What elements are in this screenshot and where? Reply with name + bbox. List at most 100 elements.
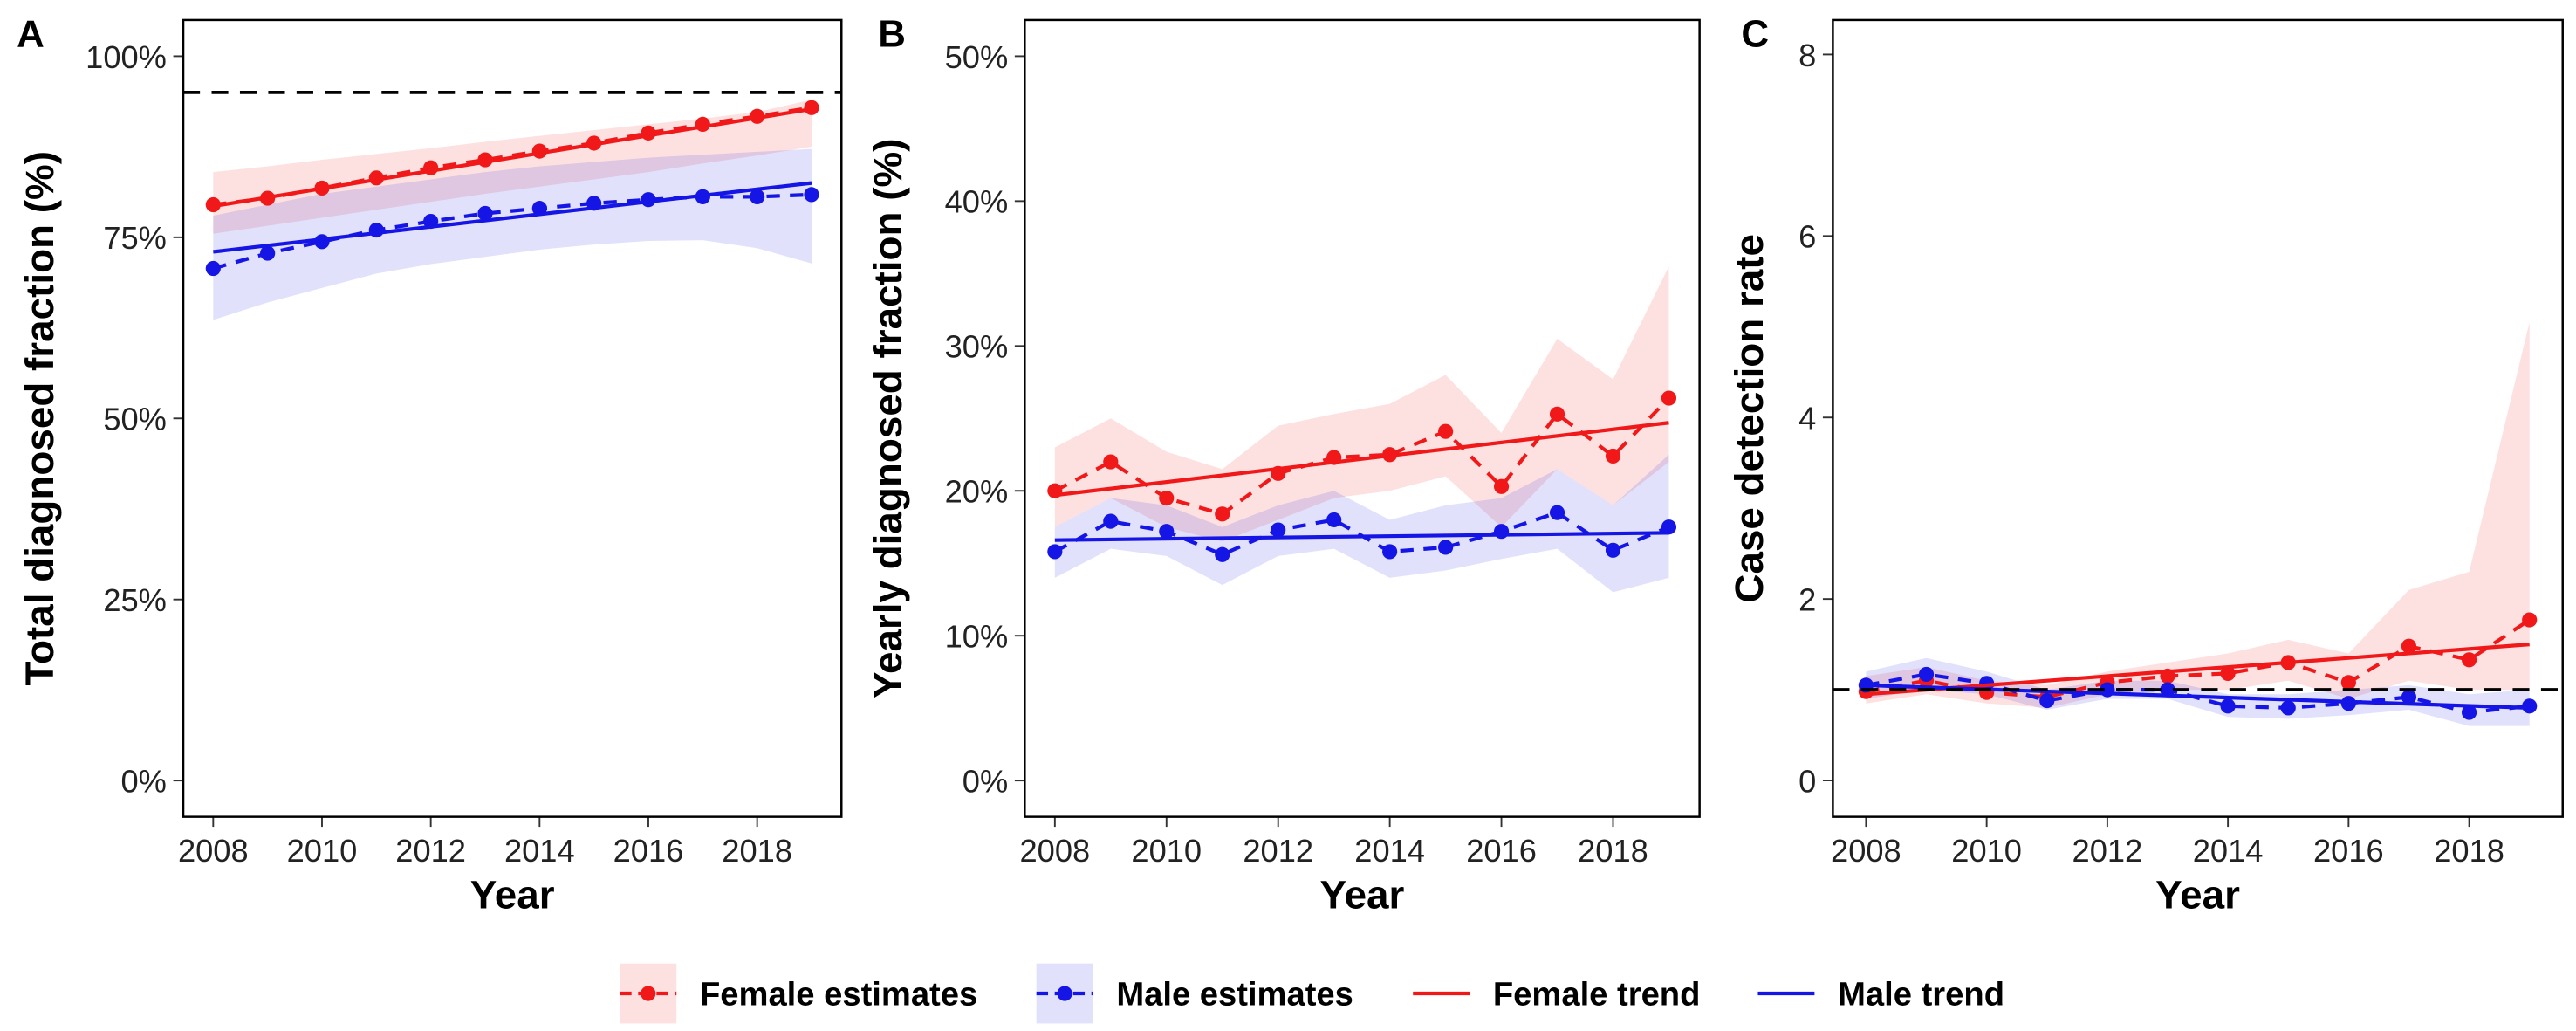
x-tick-label: 2010 <box>287 833 358 869</box>
x-axis-title: Year <box>2155 873 2240 918</box>
point <box>1326 512 1342 528</box>
point <box>2401 689 2417 705</box>
point <box>2039 692 2055 709</box>
point <box>2461 652 2477 668</box>
panel-label: B <box>878 12 906 55</box>
y-tick-label: 8 <box>1798 38 1816 73</box>
ribbon <box>1054 454 1669 593</box>
panel: A Total diagnosed fraction (%) Year 0% 25% 50… <box>17 12 843 918</box>
point <box>1549 406 1565 422</box>
plot-border <box>182 18 843 818</box>
x-axis-title: Year <box>1320 873 1405 918</box>
point <box>1047 544 1063 560</box>
x-tick-label: 2016 <box>1466 833 1537 869</box>
point <box>2280 700 2296 716</box>
point <box>1549 505 1565 520</box>
x-tick-label: 2012 <box>2072 833 2143 869</box>
y-tick-label: 2 <box>1798 582 1816 618</box>
point <box>260 245 276 261</box>
x-tick-label: 2014 <box>1354 833 1425 869</box>
point <box>2340 675 2356 691</box>
ribbon <box>1866 657 2530 726</box>
x-tick-label: 2008 <box>1831 833 1901 869</box>
y-axis-title: Yearly diagnosed fraction (%) <box>866 139 910 699</box>
legend-label: Female estimates <box>700 975 977 1013</box>
ribbon <box>1866 322 2530 708</box>
y-tick-label: 50% <box>945 39 1009 75</box>
point <box>477 205 493 222</box>
legend-label: Male estimates <box>1116 975 1353 1013</box>
point <box>1215 506 1230 522</box>
y-tick-label: 40% <box>945 184 1009 220</box>
point <box>2522 612 2538 628</box>
point <box>1438 540 1454 555</box>
y-tick-label: 0 <box>1798 763 1816 799</box>
y-tick-label: 20% <box>945 474 1009 510</box>
legend-key-point <box>1057 986 1072 1001</box>
panel: B Yearly diagnosed fraction (%) Year 0% 10% 2… <box>866 12 1701 918</box>
legend-label: Male trend <box>1838 975 2004 1013</box>
trend-line <box>212 107 812 209</box>
plot-border <box>1832 18 2564 818</box>
point <box>1103 513 1119 529</box>
panel-label: A <box>17 12 45 55</box>
x-tick-label: 2008 <box>1020 833 1091 869</box>
y-tick-label: 0% <box>963 764 1008 800</box>
point <box>1271 522 1286 538</box>
ribbon <box>213 148 812 320</box>
x-tick-label: 2012 <box>395 833 466 869</box>
estimate-line <box>212 192 812 271</box>
point <box>1215 546 1230 562</box>
point <box>205 260 221 277</box>
estimate-line <box>1866 618 2531 699</box>
point <box>1661 519 1677 535</box>
trend-line <box>213 181 812 254</box>
point <box>804 187 819 203</box>
x-tick-label: 2014 <box>504 833 575 869</box>
y-tick-label: 100% <box>86 39 167 75</box>
legend: Female estimates Male estimates Female tre… <box>620 963 2004 1024</box>
point <box>1103 454 1119 470</box>
point <box>804 100 819 115</box>
y-tick-label: 0% <box>121 764 167 800</box>
panel-label: C <box>1741 12 1769 55</box>
legend-label: Female trend <box>1493 975 1701 1013</box>
y-tick-label: 30% <box>945 329 1009 365</box>
point <box>1918 666 1935 683</box>
x-tick-label: 2012 <box>1243 833 1313 869</box>
y-axis-title: Case detection rate <box>1727 234 1771 603</box>
y-tick-label: 6 <box>1798 219 1816 255</box>
trend-line <box>1054 421 1669 498</box>
point <box>2160 682 2175 698</box>
x-tick-label: 2010 <box>1131 833 1202 869</box>
panel: C Case detection rate Year 0 2 4 6 8 2008 2010 201… <box>1727 12 2564 918</box>
y-tick-label: 75% <box>103 220 167 256</box>
point <box>1159 524 1175 540</box>
legend-key-point <box>641 986 656 1001</box>
x-tick-label: 2018 <box>2434 833 2504 869</box>
point <box>1661 390 1677 406</box>
y-axis-title: Total diagnosed fraction (%) <box>17 151 62 686</box>
y-tick-label: 50% <box>103 402 167 437</box>
x-tick-label: 2016 <box>2313 833 2384 869</box>
y-tick-label: 4 <box>1798 401 1816 436</box>
x-axis-title: Year <box>470 873 555 918</box>
x-tick-label: 2014 <box>2193 833 2264 869</box>
x-tick-label: 2016 <box>613 833 684 869</box>
point <box>2220 698 2236 714</box>
plot-border <box>1024 18 1701 818</box>
point <box>1159 490 1175 506</box>
point <box>1605 448 1621 464</box>
y-tick-label: 10% <box>945 619 1009 655</box>
point <box>2461 705 2477 720</box>
trend-line <box>1866 643 2530 697</box>
ribbon <box>1054 266 1669 542</box>
point <box>750 189 765 204</box>
estimate-line <box>1053 396 1670 517</box>
x-tick-label: 2010 <box>1951 833 2022 869</box>
point <box>2401 638 2417 654</box>
point <box>1382 544 1398 560</box>
trend-line <box>1054 531 1669 542</box>
point <box>1605 542 1621 558</box>
